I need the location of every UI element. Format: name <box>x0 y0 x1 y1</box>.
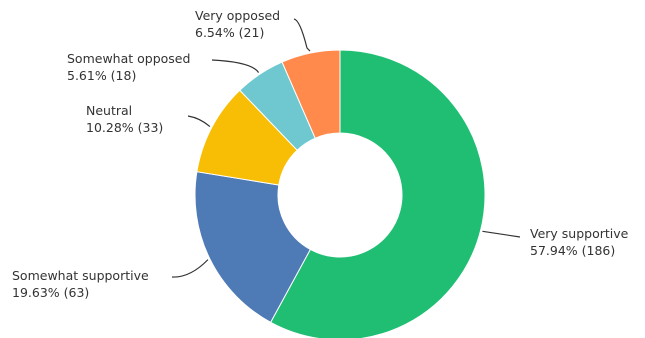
slice-label-neutral: Neutral <box>86 103 132 118</box>
slices-group <box>194 49 486 338</box>
leader-line-somewhat-opposed <box>211 59 260 73</box>
slice-value-very-opposed: 6.54% (21) <box>195 25 264 40</box>
slice-very-opposed <box>281 49 341 139</box>
leader-line-very-opposed <box>293 18 311 52</box>
slice-label-very-supportive: Very supportive <box>530 226 629 241</box>
slice-value-somewhat-opposed: 5.61% (18) <box>67 68 136 83</box>
leader-line-very-supportive <box>482 230 521 238</box>
leader-line-somewhat-supportive <box>171 259 209 278</box>
slice-value-neutral: 10.28% (33) <box>86 120 163 135</box>
slice-label-somewhat-opposed: Somewhat opposed <box>67 51 190 66</box>
labels-group: Very supportive 57.94% (186) Somewhat supp… <box>12 8 629 300</box>
leader-lines-group <box>171 18 521 278</box>
slice-value-very-supportive: 57.94% (186) <box>530 243 615 258</box>
slice-label-somewhat-supportive: Somewhat supportive <box>12 268 149 283</box>
slice-value-somewhat-supportive: 19.63% (63) <box>12 285 89 300</box>
leader-line-neutral <box>187 115 211 127</box>
slice-somewhat-supportive <box>194 171 312 324</box>
slice-very-supportive <box>269 49 486 338</box>
slice-label-very-opposed: Very opposed <box>195 8 280 23</box>
